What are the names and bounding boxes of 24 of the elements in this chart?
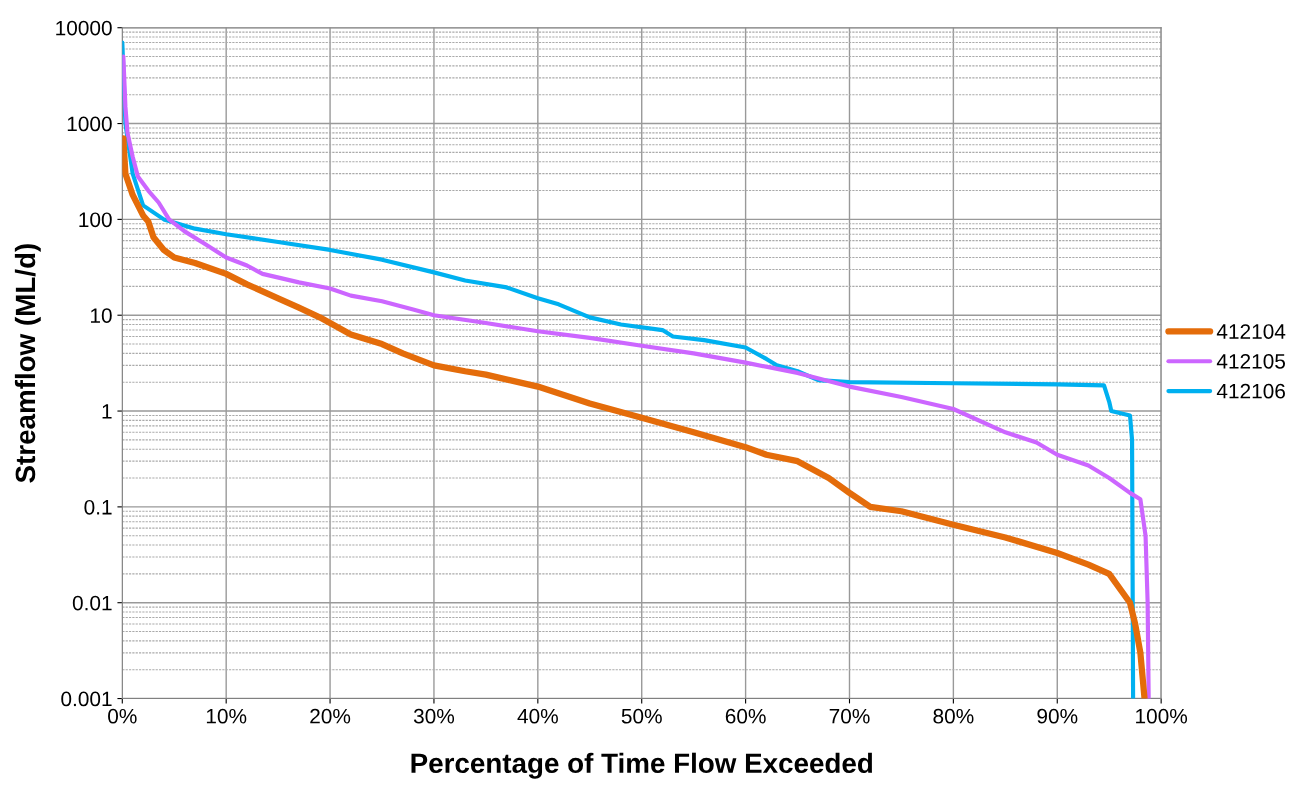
legend-label: 412106 <box>1216 383 1285 399</box>
legend-label: 412105 <box>1216 353 1286 369</box>
legend-label: 412104 <box>1216 324 1286 339</box>
x-tick-label: 60% <box>725 708 766 724</box>
y-tick-label: 1000 <box>67 116 112 132</box>
x-tick-label: 90% <box>1037 708 1078 724</box>
x-tick-label: 40% <box>517 708 558 724</box>
x-tick-label: 20% <box>310 708 351 724</box>
y-tick-label: 10000 <box>56 20 112 36</box>
y-tick-label: 1 <box>102 404 112 419</box>
x-axis-title: Percentage of Time Flow Exceeded <box>411 752 872 779</box>
y-tick-label: 0.001 <box>61 691 112 707</box>
x-tick-label: 0% <box>108 708 137 724</box>
y-axis-title: Streamflow (ML/d) <box>14 244 41 483</box>
y-tick-label: 0.1 <box>84 499 112 515</box>
x-tick-label: 30% <box>413 708 455 724</box>
x-tick-label: 50% <box>621 708 662 724</box>
y-tick-label: 10 <box>90 308 112 323</box>
x-tick-label: 10% <box>206 708 247 724</box>
x-tick-label: 70% <box>829 708 870 724</box>
y-tick-label: 100 <box>79 212 112 228</box>
x-tick-label: 100% <box>1136 708 1188 724</box>
x-tick-label: 80% <box>933 708 974 724</box>
y-tick-label: 0.01 <box>72 595 112 611</box>
